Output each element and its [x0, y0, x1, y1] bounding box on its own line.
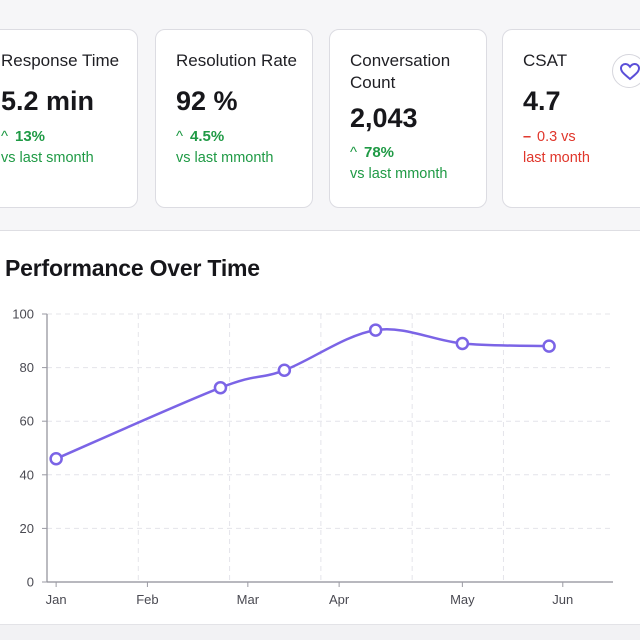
metric-comparison: vs last smonth	[1, 150, 94, 166]
minus-icon: –	[523, 129, 532, 145]
metric-comparison: vs last mmonth	[350, 166, 448, 182]
x-tick-label: Jun	[552, 592, 573, 607]
metric-card-conversation-count[interactable]: Conversation Count 2,043 ^ 78% vs last mm…	[329, 29, 487, 208]
favorite-button[interactable]	[612, 54, 640, 88]
chart-grid	[47, 313, 613, 582]
metric-comparison: last month	[523, 150, 590, 166]
x-tick-label: Jan	[46, 592, 67, 607]
data-point	[368, 323, 383, 337]
up-arrow-icon: ^	[350, 144, 358, 161]
data-point	[455, 336, 470, 351]
metric-value: 2,043	[350, 103, 418, 133]
y-tick-label: 100	[12, 307, 34, 322]
metric-value: 5.2 min	[1, 86, 95, 116]
metric-delta: ^ 78%	[350, 143, 486, 163]
metric-label: Conversation Count	[350, 51, 451, 92]
up-arrow-icon: ^	[176, 128, 184, 145]
y-tick-label: 0	[27, 575, 34, 590]
data-point	[277, 363, 292, 378]
x-tick-label: Apr	[329, 592, 350, 607]
heart-icon	[620, 63, 640, 81]
data-point	[213, 380, 228, 395]
metric-card-resolution-rate[interactable]: Resolution Rate 92 % ^ 4.5% vs last mmont…	[155, 29, 313, 208]
series-line	[55, 328, 550, 460]
metric-label: CSAT	[523, 51, 568, 70]
x-tick-label: May	[450, 592, 475, 607]
metric-card-response-time[interactable]: Response Time 5.2 min ^ 13% vs last smont…	[0, 29, 138, 208]
series-points	[49, 323, 556, 466]
metric-label: Response Time	[1, 51, 120, 70]
x-tick-label: Feb	[136, 592, 158, 607]
performance-line-chart: 0 20 40 60 80 100 Jan Feb Mar Apr May Jun	[12, 307, 613, 607]
metric-delta-value: 4.5%	[190, 128, 225, 145]
chart-axes	[46, 314, 613, 583]
metric-label: Resolution Rate	[176, 51, 297, 70]
data-point	[49, 451, 63, 466]
bottom-band	[0, 624, 640, 640]
chart-panel: Performance Over Time 0 20 40 60 80 100 Jan Fe…	[0, 231, 640, 624]
up-arrow-icon: ^	[1, 128, 9, 145]
x-axis-ticks: Jan Feb Mar Apr May Jun	[46, 582, 573, 607]
metric-delta: ^ 4.5%	[176, 127, 312, 147]
metric-comparison: vs last mmonth	[176, 150, 274, 166]
y-tick-label: 20	[20, 521, 34, 536]
metric-delta-value: 78%	[364, 144, 395, 161]
y-axis-ticks: 0 20 40 60 80 100	[12, 307, 47, 590]
metric-delta: ^ 13%	[1, 127, 137, 147]
chart-title: Performance Over Time	[5, 255, 260, 281]
metric-delta: –0.3 vs	[523, 127, 640, 147]
metric-value: 4.7	[523, 86, 561, 116]
data-point	[542, 339, 556, 353]
y-tick-label: 60	[20, 414, 34, 429]
y-tick-label: 40	[20, 467, 34, 482]
metric-delta-value: 0.3 vs	[537, 129, 576, 145]
y-tick-label: 80	[20, 360, 34, 375]
x-tick-label: Mar	[237, 592, 260, 607]
metric-value: 92 %	[176, 86, 238, 116]
metric-delta-value: 13%	[15, 128, 46, 145]
